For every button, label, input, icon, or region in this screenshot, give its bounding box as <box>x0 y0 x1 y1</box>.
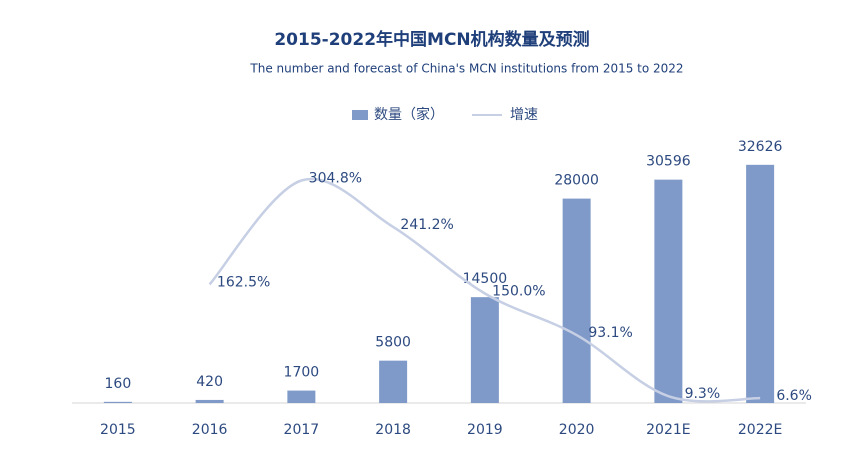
line-value-label: 304.8% <box>309 170 362 186</box>
bar <box>562 198 591 403</box>
x-tick-label: 2022E <box>738 422 782 438</box>
x-tick-label: 2015 <box>100 422 136 438</box>
bar <box>470 297 499 403</box>
bar-value-label: 5800 <box>375 335 411 351</box>
line-value-label: 150.0% <box>492 284 545 300</box>
x-tick-label: 2021E <box>646 422 690 438</box>
x-tick-label: 2020 <box>559 422 595 438</box>
line-value-label: 162.5% <box>217 274 270 290</box>
x-tick-label: 2017 <box>284 422 320 438</box>
bar-value-label: 14500 <box>463 271 508 287</box>
bar-value-label: 32626 <box>738 139 783 155</box>
x-tick-label: 2018 <box>375 422 411 438</box>
chart-title: 2015-2022年中国MCN机构数量及预测 <box>274 29 589 50</box>
legend-swatch <box>352 110 368 120</box>
legend-label: 数量（家） <box>374 106 444 123</box>
line-value-label: 6.6% <box>776 388 812 404</box>
bar <box>103 401 132 403</box>
bar-value-label: 1700 <box>284 365 320 381</box>
bar-value-label: 30596 <box>646 154 691 170</box>
bar-value-label: 160 <box>105 376 132 392</box>
line-value-label: 93.1% <box>588 325 632 341</box>
bar <box>746 164 775 403</box>
bar <box>287 390 316 403</box>
chart-subtitle: The number and forecast of China's MCN i… <box>249 62 683 76</box>
bar <box>379 360 408 403</box>
x-tick-label: 2016 <box>192 422 228 438</box>
bar <box>195 399 224 403</box>
line-value-label: 9.3% <box>685 386 721 402</box>
bar-value-label: 420 <box>196 374 223 390</box>
legend-label: 增速 <box>510 107 538 123</box>
bar <box>654 179 683 403</box>
x-tick-label: 2019 <box>467 422 503 438</box>
line-value-label: 241.2% <box>400 217 453 233</box>
bar-value-label: 28000 <box>554 173 599 189</box>
line <box>208 177 761 403</box>
